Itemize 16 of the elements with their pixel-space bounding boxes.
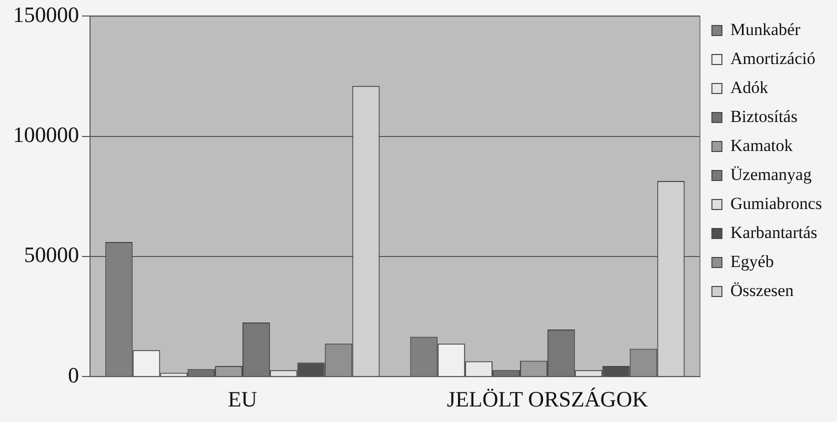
y-tick-label: 150000 (13, 2, 79, 27)
y-tick-label: 100000 (13, 122, 79, 148)
legend-label: Amortizáció (730, 48, 816, 68)
legend-label: Adók (730, 78, 769, 97)
legend-label: Összesen (730, 280, 794, 300)
legend-label: Üzemanyag (730, 164, 812, 184)
y-tick-label: 50000 (24, 242, 79, 268)
x-tick-label: EU (228, 386, 258, 412)
x-tick-label: JELÖLT ORSZÁGOK (446, 386, 648, 412)
legend-label: Egyéb (730, 252, 774, 271)
legend-label: Karbantartás (730, 222, 818, 242)
y-tick-label: 0 (68, 362, 79, 388)
legend-label: Kamatok (730, 136, 794, 155)
legend-label: Biztosítás (730, 106, 798, 126)
legend-label: Munkabér (730, 20, 801, 39)
legend-label: Gumiabroncs (730, 194, 822, 213)
